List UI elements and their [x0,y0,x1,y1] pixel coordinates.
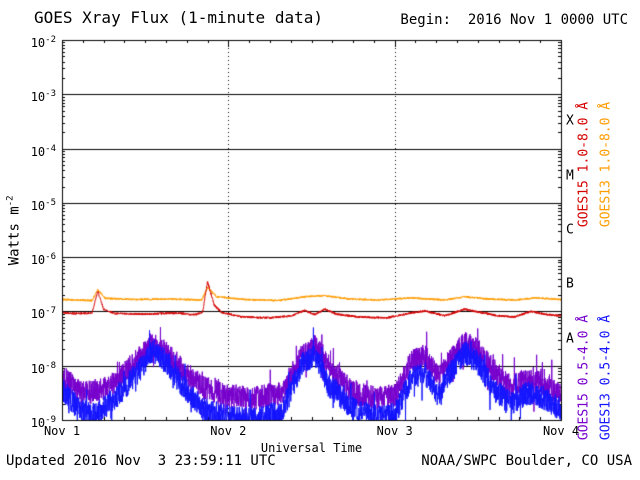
x-tick-label: Nov 2 [210,424,247,438]
y-tick-label: 10-9 [30,415,56,430]
flare-class-letter: A [566,331,574,347]
y-tick-label: 10-8 [30,360,56,376]
y-tick-label: 10-7 [30,306,56,322]
y-tick-label: 10-4 [30,143,56,159]
flare-class-letter: C [566,222,574,238]
flare-class-letter: M [566,168,574,184]
y-tick-label: 10-6 [30,252,56,268]
y-tick-label: 10-5 [30,197,56,213]
flare-class-letter: X [566,113,574,129]
chart-title: GOES Xray Flux (1-minute data) [34,8,323,27]
x-tick-label: Nov 3 [376,424,413,438]
series-label: GOES13 1.0-8.0 Å [598,101,614,228]
x-axis-title: Universal Time [260,441,363,455]
y-tick-label: 10-2 [30,35,56,50]
begin-time-label: Begin: 2016 Nov 1 0000 UTC [400,12,628,28]
x-tick-label: Nov 4 [542,424,580,438]
updated-timestamp: Updated 2016 Nov 3 23:59:11 UTC [6,453,276,469]
y-tick-label: 10-3 [30,89,56,105]
series-label: GOES15 0.5-4.0 Å [576,314,592,441]
series-label: GOES13 0.5-4.0 Å [598,314,614,441]
credit-label: NOAA/SWPC Boulder, CO USA [421,453,632,469]
flare-class-letter: B [566,276,574,292]
y-axis-title: Watts m-2 [6,130,23,330]
x-tick-label: Nov 1 [43,424,81,438]
series-label: GOES15 1.0-8.0 Å [576,101,592,228]
